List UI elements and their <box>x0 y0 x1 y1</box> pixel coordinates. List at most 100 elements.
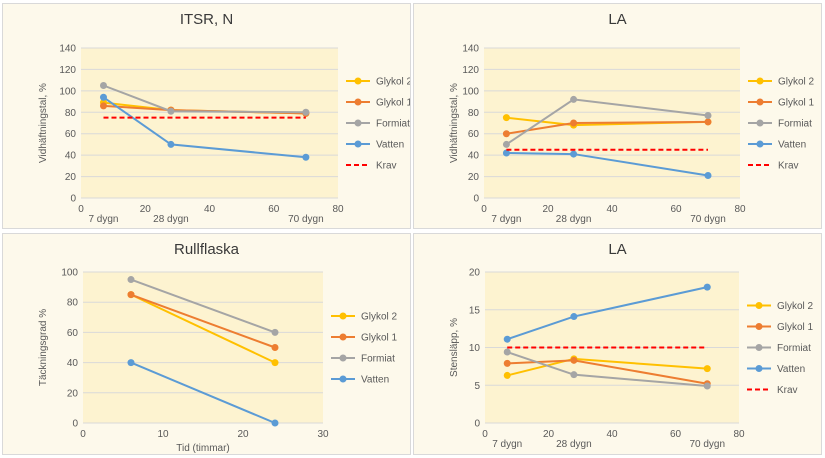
y-tick-label: 5 <box>474 381 480 392</box>
y-tick-label: 120 <box>59 65 76 76</box>
data-point <box>570 119 578 127</box>
x-tick-label: 20 <box>543 429 555 440</box>
y-tick-label: 0 <box>70 194 76 205</box>
x-tick-label: 80 <box>332 204 344 215</box>
data-point <box>99 82 107 89</box>
x-tick-label: 0 <box>80 429 86 440</box>
legend-marker-dot <box>756 77 764 85</box>
legend-label: Formiat <box>777 343 811 354</box>
x-tick-label: 80 <box>734 204 746 215</box>
x-category-label: 70 dygn <box>689 439 725 450</box>
legend-marker-dot <box>339 354 347 362</box>
y-tick-label: 0 <box>72 419 78 430</box>
data-point <box>127 276 135 284</box>
legend-label: Vatten <box>376 140 404 151</box>
legend-marker-dot <box>755 365 763 372</box>
chart-svg: 0 5 10 15 20 0 20 40 60 80 7 dygn 28 dygn 70 dygn Ste… <box>449 268 814 451</box>
data-point <box>271 328 279 336</box>
data-point <box>502 140 510 148</box>
y-tick-label: 60 <box>65 129 77 140</box>
legend-marker-dot <box>354 140 362 148</box>
y-tick-label: 20 <box>468 172 480 183</box>
legend-marker-dot <box>354 119 362 127</box>
legend-label: Glykol 2 <box>777 301 814 312</box>
data-point <box>503 348 511 356</box>
data-point <box>570 356 578 364</box>
data-point <box>502 114 510 122</box>
x-tick-label: 20 <box>237 429 249 440</box>
data-point <box>570 371 578 379</box>
plot-area <box>83 272 323 423</box>
y-tick-label: 140 <box>59 44 76 55</box>
data-point <box>570 313 578 321</box>
data-point <box>271 359 279 367</box>
chart-panel-la-vidhaftning: LA 0 20 40 60 80 100 120 140 0 20 40 60 80 7 dygn 28 d… <box>413 3 822 229</box>
legend-marker-dot <box>354 77 362 85</box>
x-tick-label: 60 <box>670 204 682 215</box>
chart-svg: 0 20 40 60 80 100 120 140 0 20 40 60 80 7 dygn 28 dygn… <box>449 44 815 226</box>
chart-title: ITSR, N <box>179 11 234 28</box>
y-tick-label: 40 <box>67 358 79 369</box>
data-point <box>302 153 310 161</box>
data-point <box>503 359 511 367</box>
legend-label: Glykol 1 <box>361 333 398 344</box>
data-point <box>704 112 712 119</box>
y-tick-label: 80 <box>468 108 480 119</box>
legend-marker-dot <box>755 323 763 330</box>
x-tick-label: 30 <box>317 429 329 440</box>
legend-label: Formiat <box>376 119 410 130</box>
chart-title: LA <box>608 11 627 28</box>
x-tick-label: 40 <box>204 204 216 215</box>
y-tick-label: 15 <box>469 305 481 316</box>
series-line <box>130 278 276 334</box>
chart-svg: 0 20 40 60 80 100 120 140 0 20 40 60 80 7 dygn 28 dygn… <box>38 44 411 226</box>
data-point <box>99 102 107 110</box>
data-point <box>167 107 175 115</box>
data-point <box>570 95 578 103</box>
y-axis-label: Vidhäftningstal, % <box>38 83 49 163</box>
x-category-label: 7 dygn <box>491 214 521 225</box>
x-tick-label: 0 <box>78 204 84 215</box>
data-point <box>704 172 712 179</box>
y-axis-label: Vidhäftningstal, % <box>449 83 460 163</box>
x-category-label: 28 dygn <box>556 439 592 450</box>
y-tick-label: 40 <box>65 151 77 162</box>
data-point <box>502 149 510 157</box>
x-category-label: 7 dygn <box>492 439 522 450</box>
series-line <box>130 361 276 424</box>
data-point <box>271 419 279 427</box>
x-tick-label: 60 <box>670 429 682 440</box>
data-point <box>704 118 712 126</box>
legend-label: Formiat <box>361 354 395 365</box>
legend-marker-dot <box>339 375 347 383</box>
legend-label: Glykol 1 <box>376 98 411 109</box>
x-category-label: 28 dygn <box>153 214 189 225</box>
legend-label: Glykol 2 <box>778 77 815 88</box>
chart-title: LA <box>608 241 627 258</box>
x-tick-label: 0 <box>481 204 487 215</box>
x-tick-label: 80 <box>733 429 745 440</box>
legend-marker-dot <box>354 98 362 106</box>
data-point <box>703 365 711 373</box>
data-point <box>99 93 107 101</box>
data-point <box>502 130 510 138</box>
plot-area <box>81 48 338 198</box>
legend-marker-dot <box>756 140 764 148</box>
y-tick-label: 0 <box>474 419 480 430</box>
legend-marker-dot <box>339 312 347 320</box>
x-tick-label: 10 <box>157 429 169 440</box>
y-tick-label: 120 <box>462 65 479 76</box>
x-category-label: 7 dygn <box>88 214 118 225</box>
x-tick-label: 0 <box>482 429 488 440</box>
legend-label: Krav <box>777 385 798 396</box>
data-point <box>302 108 310 116</box>
legend-marker-dot <box>756 98 764 106</box>
legend-label: Glykol 1 <box>777 322 814 333</box>
data-point <box>570 150 578 158</box>
chart-panel-rullflaska: Rullflaska 0 20 40 60 80 100 0 10 20 30 Tid (timma… <box>2 233 411 455</box>
series-line <box>130 293 276 364</box>
chart-title: Rullflaska <box>173 241 240 258</box>
y-tick-label: 80 <box>65 108 77 119</box>
x-tick-label: 40 <box>606 204 618 215</box>
x-tick-label: 40 <box>606 429 618 440</box>
